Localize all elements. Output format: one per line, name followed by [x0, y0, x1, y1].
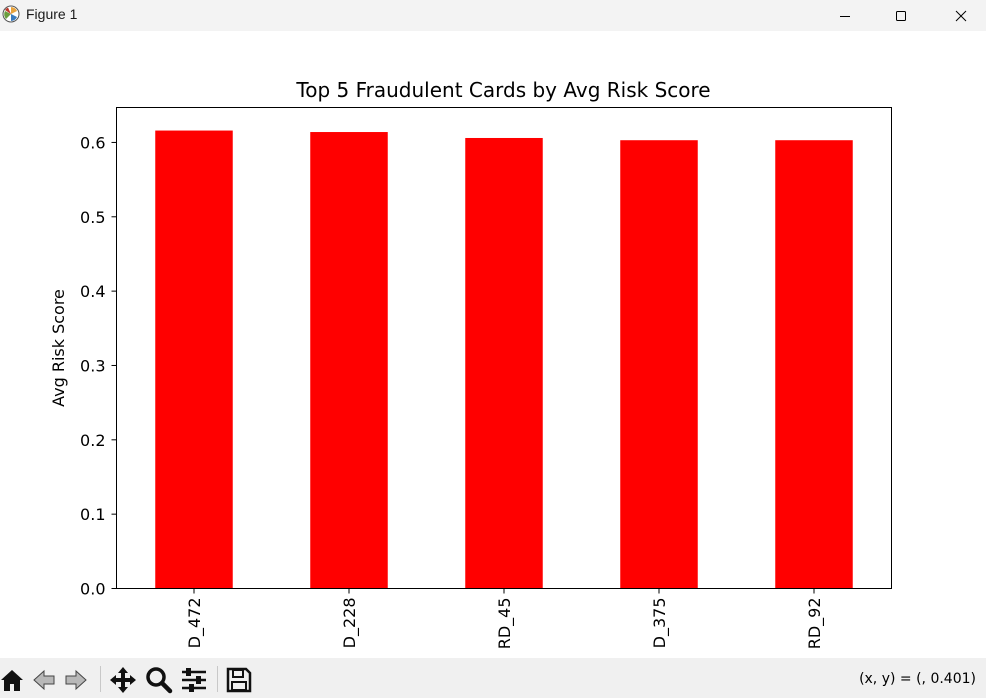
bar [465, 137, 543, 589]
x-tick-label: RD_92 [805, 598, 825, 650]
bar [775, 140, 853, 589]
back-button[interactable] [30, 666, 58, 694]
bar-chart: Top 5 Fraudulent Cards by Avg Risk Score… [49, 78, 892, 650]
bar [620, 140, 698, 589]
save-icon [226, 667, 252, 693]
figure-canvas[interactable]: Top 5 Fraudulent Cards by Avg Risk Score… [0, 31, 986, 658]
x-tick-label: D_472 [185, 598, 205, 649]
forward-button[interactable] [62, 666, 90, 694]
x-tick-label: RD_45 [495, 598, 515, 650]
configure-subplots-button[interactable] [180, 666, 208, 694]
y-tick-label: 0.4 [80, 282, 105, 301]
back-icon [33, 669, 55, 691]
toolbar-separator [100, 666, 101, 692]
matplotlib-logo-icon [2, 5, 20, 23]
close-button[interactable] [938, 0, 984, 31]
save-button[interactable] [225, 666, 253, 694]
zoom-button[interactable] [145, 666, 173, 694]
home-icon [1, 670, 23, 691]
y-tick-label: 0.6 [80, 133, 105, 152]
navigation-toolbar: (x, y) = (, 0.401) [0, 658, 986, 698]
y-tick-label: 0.1 [80, 505, 105, 524]
minimize-button[interactable] [822, 0, 868, 31]
x-tick-label: D_228 [340, 598, 360, 649]
pan-button[interactable] [109, 666, 137, 694]
cursor-coordinates: (x, y) = (, 0.401) [859, 671, 976, 687]
bar [310, 132, 388, 589]
pan-icon [110, 667, 136, 693]
y-tick-label: 0.2 [80, 431, 105, 450]
maximize-icon [896, 10, 906, 21]
zoom-icon [146, 667, 173, 694]
y-tick-label: 0.3 [80, 356, 105, 375]
maximize-button[interactable] [878, 0, 924, 31]
home-button[interactable] [0, 666, 26, 694]
minimize-icon [840, 15, 850, 17]
y-tick-label: 0.0 [80, 580, 105, 599]
plot-area-frame [116, 107, 892, 589]
forward-icon [65, 669, 87, 691]
bar [155, 130, 233, 589]
y-tick-label: 0.5 [80, 208, 105, 227]
configure-subplots-icon [182, 668, 206, 692]
title-bar: Figure 1 [0, 0, 986, 31]
window-title: Figure 1 [26, 6, 78, 22]
close-icon [955, 10, 967, 21]
chart-title: Top 5 Fraudulent Cards by Avg Risk Score [295, 78, 710, 102]
toolbar-separator [217, 666, 218, 692]
y-axis-label: Avg Risk Score [49, 289, 68, 407]
x-tick-label: D_375 [650, 598, 670, 649]
